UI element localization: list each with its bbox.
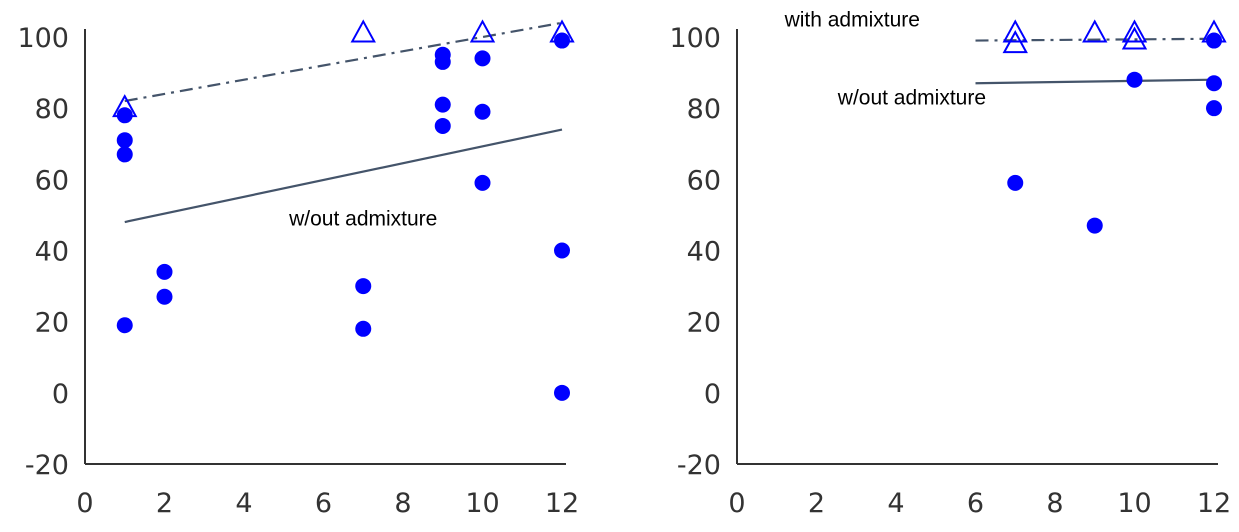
x-tick-label: 2 <box>808 488 825 519</box>
trendline-with-admixture <box>124 21 563 103</box>
data-point-circle <box>554 384 570 401</box>
y-tick-label: 80 <box>687 94 721 125</box>
x-tick-label: 8 <box>394 488 411 519</box>
x-tick-label: 6 <box>315 488 332 519</box>
trendline-without-admixture <box>124 128 563 224</box>
y-tick-label: 60 <box>35 165 69 196</box>
data-point-triangle <box>112 94 138 118</box>
trendline-without-admixture <box>975 78 1215 85</box>
data-point-triangle <box>469 19 496 43</box>
data-point-triangle <box>549 19 575 43</box>
x-tick-label: 12 <box>1197 488 1231 519</box>
y-tick-label: 100 <box>17 23 69 54</box>
data-point-circle <box>474 50 491 67</box>
x-tick-label: 6 <box>967 488 984 519</box>
y-tick-label: 20 <box>687 308 721 339</box>
data-point-triangle <box>1002 30 1028 54</box>
data-point-circle <box>116 132 133 149</box>
data-point-circle <box>1007 174 1024 191</box>
data-point-circle <box>474 174 491 191</box>
x-tick-label: 12 <box>545 488 579 519</box>
data-point-circle <box>554 242 570 259</box>
y-tick-label: 20 <box>35 308 69 339</box>
data-point-circle <box>434 117 451 134</box>
data-point-triangle <box>1121 19 1148 43</box>
y-tick-label: 100 <box>669 23 721 54</box>
data-point-circle <box>116 317 133 334</box>
data-point-triangle <box>1002 19 1028 43</box>
data-point-circle <box>1126 71 1143 88</box>
annotation-label: w/out admixture <box>288 208 437 231</box>
x-tick-label: 4 <box>235 488 252 519</box>
annotation-label: w/out admixture <box>837 87 986 110</box>
data-point-circle <box>434 53 451 70</box>
data-point-circle <box>116 146 133 163</box>
annotation-label: with admixture <box>784 8 920 31</box>
data-point-circle <box>434 96 451 113</box>
y-tick-label: 80 <box>35 94 69 125</box>
y-tick-label: 60 <box>687 165 721 196</box>
data-point-triangle <box>1082 19 1108 43</box>
y-tick-label: 0 <box>52 379 69 410</box>
x-tick-label: 2 <box>156 488 173 519</box>
data-point-triangle <box>350 19 376 43</box>
data-point-circle <box>355 278 372 295</box>
data-point-circle <box>1206 75 1222 92</box>
data-point-circle <box>474 103 491 120</box>
x-tick-label: 4 <box>887 488 904 519</box>
trendline-with-admixture <box>975 37 1215 42</box>
data-point-circle <box>1206 100 1222 117</box>
data-point-circle <box>156 263 173 280</box>
x-tick-label: 10 <box>1117 488 1151 519</box>
y-tick-label: 40 <box>35 237 69 268</box>
x-tick-label: 0 <box>76 488 93 519</box>
y-tick-label: 0 <box>704 379 721 410</box>
data-point-circle <box>156 288 173 305</box>
x-tick-label: 0 <box>728 488 745 519</box>
y-tick-label: 40 <box>687 237 721 268</box>
x-tick-label: 10 <box>465 488 499 519</box>
data-point-circle <box>1086 217 1103 234</box>
y-tick-label: -20 <box>25 450 69 481</box>
data-point-circle <box>355 320 372 337</box>
data-point-triangle <box>1201 19 1227 43</box>
y-tick-label: -20 <box>677 450 721 481</box>
x-tick-label: 8 <box>1046 488 1063 519</box>
data-point-triangle <box>1121 26 1148 50</box>
